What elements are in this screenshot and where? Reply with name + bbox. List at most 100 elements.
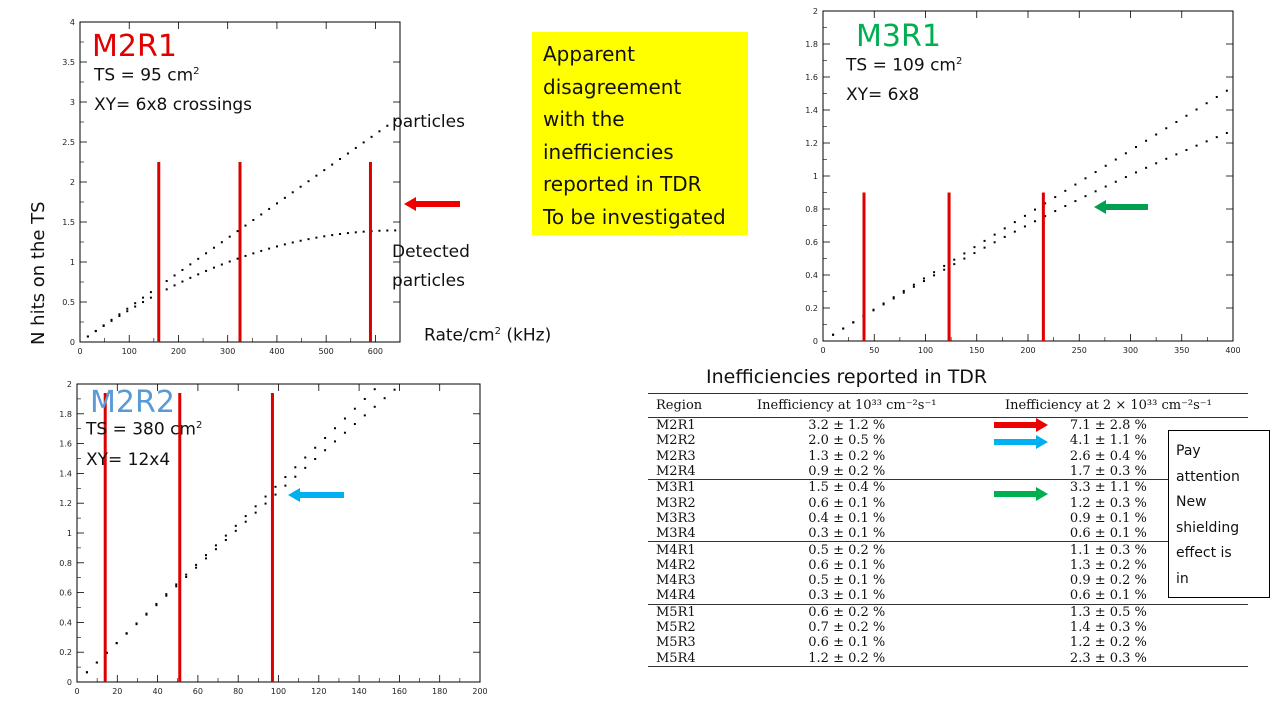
y-tick-label: 0.6: [805, 238, 818, 247]
particles-point: [252, 219, 255, 222]
x-tick-label: 400: [1225, 346, 1240, 355]
detected-point: [224, 538, 227, 541]
detected-point: [135, 623, 138, 626]
chart-m2r1-red-arrow-icon: [404, 197, 460, 211]
particles-point: [1023, 214, 1026, 217]
detected-point: [283, 243, 286, 246]
particles-point: [134, 302, 137, 305]
y-tick-label: 0.5: [62, 298, 75, 307]
detected-point: [181, 280, 184, 283]
detected-point: [872, 309, 875, 312]
particles-point: [276, 202, 278, 205]
detected-point: [315, 236, 318, 239]
detected-point: [852, 321, 855, 324]
detected-point: [115, 642, 118, 645]
x-tick-label: 20: [112, 687, 122, 696]
table-cell-value: 0.5 ± 0.1 %: [808, 573, 886, 589]
detected-point: [254, 511, 257, 514]
y-axis-label: N hits on the TS: [28, 201, 49, 345]
chart-m2r1: 0 100 200 300 400 500 600 0 0.5 1 1.5 2 2.5 3 3.5 4: [62, 18, 401, 356]
table-row: M2R4 0.9 ± 0.2 % 1.7 ± 0.3 %: [648, 464, 1248, 480]
y-tick-label: 0: [67, 678, 72, 687]
y-tick-label: 2: [813, 7, 818, 16]
table-cell-value: 1.3 ± 0.5 %: [968, 603, 1248, 620]
table-cell-value: 1.7 ± 0.3 %: [1069, 464, 1147, 480]
x-tick-label: 100: [122, 347, 137, 356]
y-tick-label: 1.5: [62, 218, 75, 227]
particles-point: [963, 252, 966, 255]
y-tick-label: 0: [813, 337, 818, 346]
detected-point: [307, 238, 310, 241]
table-cell-region: M3R3: [656, 510, 696, 526]
detected-point: [983, 246, 986, 249]
detected-point: [299, 239, 302, 242]
particles-point: [362, 141, 365, 144]
chart-m3r1-xy-label: XY= 6x8: [846, 85, 920, 105]
particles-point: [1185, 114, 1188, 117]
detected-point: [260, 249, 263, 252]
table-cell-value: 1.3 ± 0.2 %: [1069, 557, 1147, 573]
detected-point: [1074, 200, 1077, 203]
table-cell-region: M3R1: [648, 479, 725, 496]
table-cell-value: 0.6 ± 0.1 %: [808, 557, 886, 573]
chart-m3r1-ts-label: TS = 109 cm2: [846, 55, 963, 76]
table-blue-arrow-icon: [994, 435, 1048, 449]
table-cell-region: M2R3: [656, 448, 696, 464]
chart-m2r1-particles-label: particles: [392, 112, 465, 132]
x-tick-label: 200: [1020, 346, 1035, 355]
note-line: with the: [543, 107, 625, 131]
particles-point: [197, 257, 200, 260]
detected-point: [197, 273, 200, 276]
particles-point: [307, 180, 310, 183]
particles-point: [346, 152, 349, 155]
table-cell-value: 0.6 ± 0.1 %: [808, 495, 886, 511]
particles-point: [1145, 139, 1148, 142]
x-tick-label: 200: [171, 347, 186, 356]
particles-point: [373, 388, 376, 391]
y-tick-label: 1: [70, 258, 75, 267]
y-tick-label: 2.5: [62, 138, 75, 147]
detected-point: [354, 231, 357, 234]
table-cell-region: M2R1: [656, 418, 696, 434]
table-cell-value: 1.4 ± 0.3 %: [1069, 620, 1147, 635]
detected-point: [1155, 162, 1158, 165]
detected-point: [165, 594, 168, 597]
y-tick-label: 1.4: [805, 106, 818, 115]
particles-point: [1155, 133, 1158, 136]
particles-point: [110, 318, 113, 321]
particles-point: [902, 289, 905, 292]
chart-m2r1-xy-label: XY= 6x8 crossings: [94, 95, 252, 115]
detected-point: [1044, 215, 1047, 218]
detected-point: [228, 260, 231, 263]
particles-point: [370, 135, 373, 138]
particles-point: [118, 313, 121, 316]
particles-point: [220, 241, 223, 244]
y-tick-label: 0.4: [59, 618, 72, 627]
chart-m2r1-detected-label-1: Detected: [392, 242, 470, 262]
particles-point: [181, 268, 184, 271]
particles-point: [912, 283, 915, 286]
y-tick-label: 2: [67, 380, 72, 389]
attention-note: Pay attention New shielding effect is in: [1168, 430, 1270, 598]
detected-point: [291, 241, 294, 244]
particles-point: [1064, 189, 1067, 192]
table-cell-value: 1.5 ± 0.4 %: [724, 479, 969, 496]
table-cell-value: 0.6 ± 0.1 %: [1069, 588, 1147, 604]
particles-point: [1175, 120, 1178, 123]
particles-point: [264, 495, 267, 498]
table-cell-region: M3R4: [656, 526, 696, 542]
detected-point: [323, 235, 326, 238]
particles-point: [142, 296, 145, 299]
y-tick-label: 2: [70, 178, 75, 187]
particles-point: [1215, 95, 1218, 98]
particles-point: [1104, 164, 1107, 167]
chart-m2r2-xy-label: XY= 12x4: [86, 450, 171, 470]
chart-m2r2-blue-arrow-icon: [288, 488, 344, 502]
note-line: Apparent: [543, 42, 635, 66]
particles-point: [1114, 158, 1117, 161]
detected-point: [142, 301, 145, 304]
detected-point: [362, 230, 365, 233]
note-line: To be investigated: [543, 204, 726, 229]
table-row: M3R2 0.6 ± 0.1 % 1.2 ± 0.3 %: [648, 495, 1248, 511]
detected-point: [882, 303, 885, 306]
